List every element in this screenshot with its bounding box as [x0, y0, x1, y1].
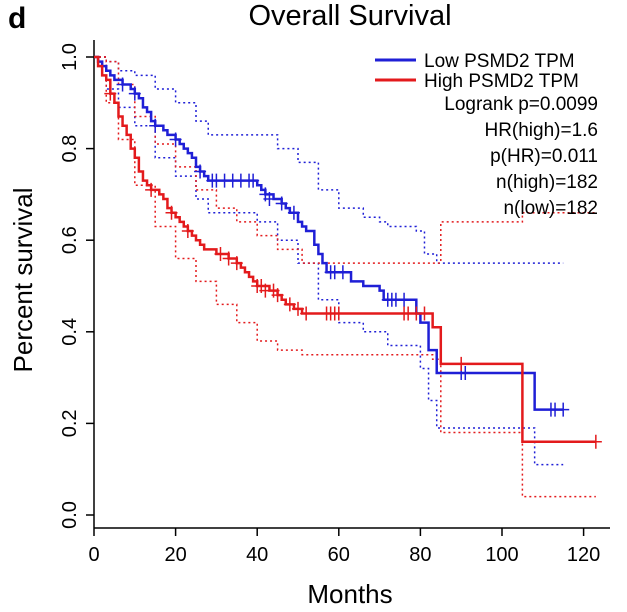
- censor-mark-high: [271, 288, 284, 303]
- censor-mark-low: [194, 164, 207, 179]
- annotation-n-low: n(low)=182: [503, 198, 598, 219]
- censor-mark-low: [287, 205, 300, 220]
- y-tick-label: 0.2: [59, 409, 81, 437]
- censor-mark-high: [165, 205, 178, 220]
- ci-upper-low: [94, 56, 564, 264]
- censor-mark-high: [283, 297, 296, 312]
- y-tick-label: 0.0: [59, 501, 81, 529]
- confidence-intervals: [94, 56, 596, 498]
- ci-lower-high: [94, 56, 596, 498]
- x-tick-label: 0: [88, 544, 99, 566]
- legend: Low PSMD2 TPM High PSMD2 TPM Logrank p=0…: [375, 51, 598, 219]
- censor-mark-low: [459, 366, 472, 381]
- censor-mark-high: [292, 301, 304, 316]
- y-tick-label: 1.0: [59, 43, 81, 71]
- censor-mark-high: [104, 86, 117, 101]
- y-tick-label: 0.8: [59, 135, 81, 163]
- censor-mark-high: [222, 251, 235, 266]
- censor-mark-low: [247, 173, 260, 188]
- x-axis-title: Months: [307, 579, 392, 609]
- annotation-hr: HR(high)=1.6: [484, 120, 598, 141]
- censor-mark-high: [145, 182, 158, 197]
- annotation-p-hr: p(HR)=0.011: [490, 146, 598, 167]
- censor-mark-low: [263, 191, 276, 206]
- censor-mark-low: [336, 265, 349, 280]
- censor-mark-low: [149, 118, 162, 133]
- censor-mark-high: [230, 256, 243, 271]
- chart-title: Overall Survival: [248, 0, 451, 32]
- censor-mark-low: [398, 292, 411, 307]
- censor-marks: [104, 77, 602, 449]
- legend-label-low: Low PSMD2 TPM: [424, 51, 575, 72]
- censor-mark-low: [116, 77, 129, 92]
- axes: 0 20 40 60 80 100 120 0.0 0.2 0.4 0.6 0.8 1.0: [59, 43, 600, 566]
- x-tick-label: 100: [485, 544, 518, 566]
- panel-letter: d: [8, 2, 27, 35]
- censor-mark-high: [418, 306, 431, 321]
- plot-area: [93, 40, 610, 529]
- censor-mark-high: [589, 434, 602, 449]
- x-tick-label: 60: [328, 544, 350, 566]
- censor-mark-low: [275, 196, 288, 211]
- x-tick-label: 120: [567, 544, 600, 566]
- y-tick-label: 0.4: [59, 318, 81, 346]
- censor-mark-high: [214, 246, 227, 261]
- legend-label-high: High PSMD2 TPM: [424, 71, 579, 92]
- censor-mark-low: [169, 132, 182, 147]
- censor-mark-low: [557, 402, 570, 417]
- y-axis-title: Percent survival: [8, 188, 38, 373]
- censor-mark-high: [455, 356, 468, 371]
- x-tick-label: 20: [164, 544, 186, 566]
- censor-mark-high: [332, 306, 345, 321]
- y-tick-label: 0.6: [59, 226, 81, 254]
- ci-lower-low: [94, 56, 564, 466]
- annotation-logrank: Logrank p=0.0099: [444, 94, 598, 115]
- x-tick-label: 40: [246, 544, 268, 566]
- censor-mark-low: [128, 86, 141, 101]
- censor-mark-high: [300, 306, 313, 321]
- x-tick-label: 80: [409, 544, 431, 566]
- annotation-n-high: n(high)=182: [496, 172, 598, 193]
- censor-mark-high: [181, 224, 194, 239]
